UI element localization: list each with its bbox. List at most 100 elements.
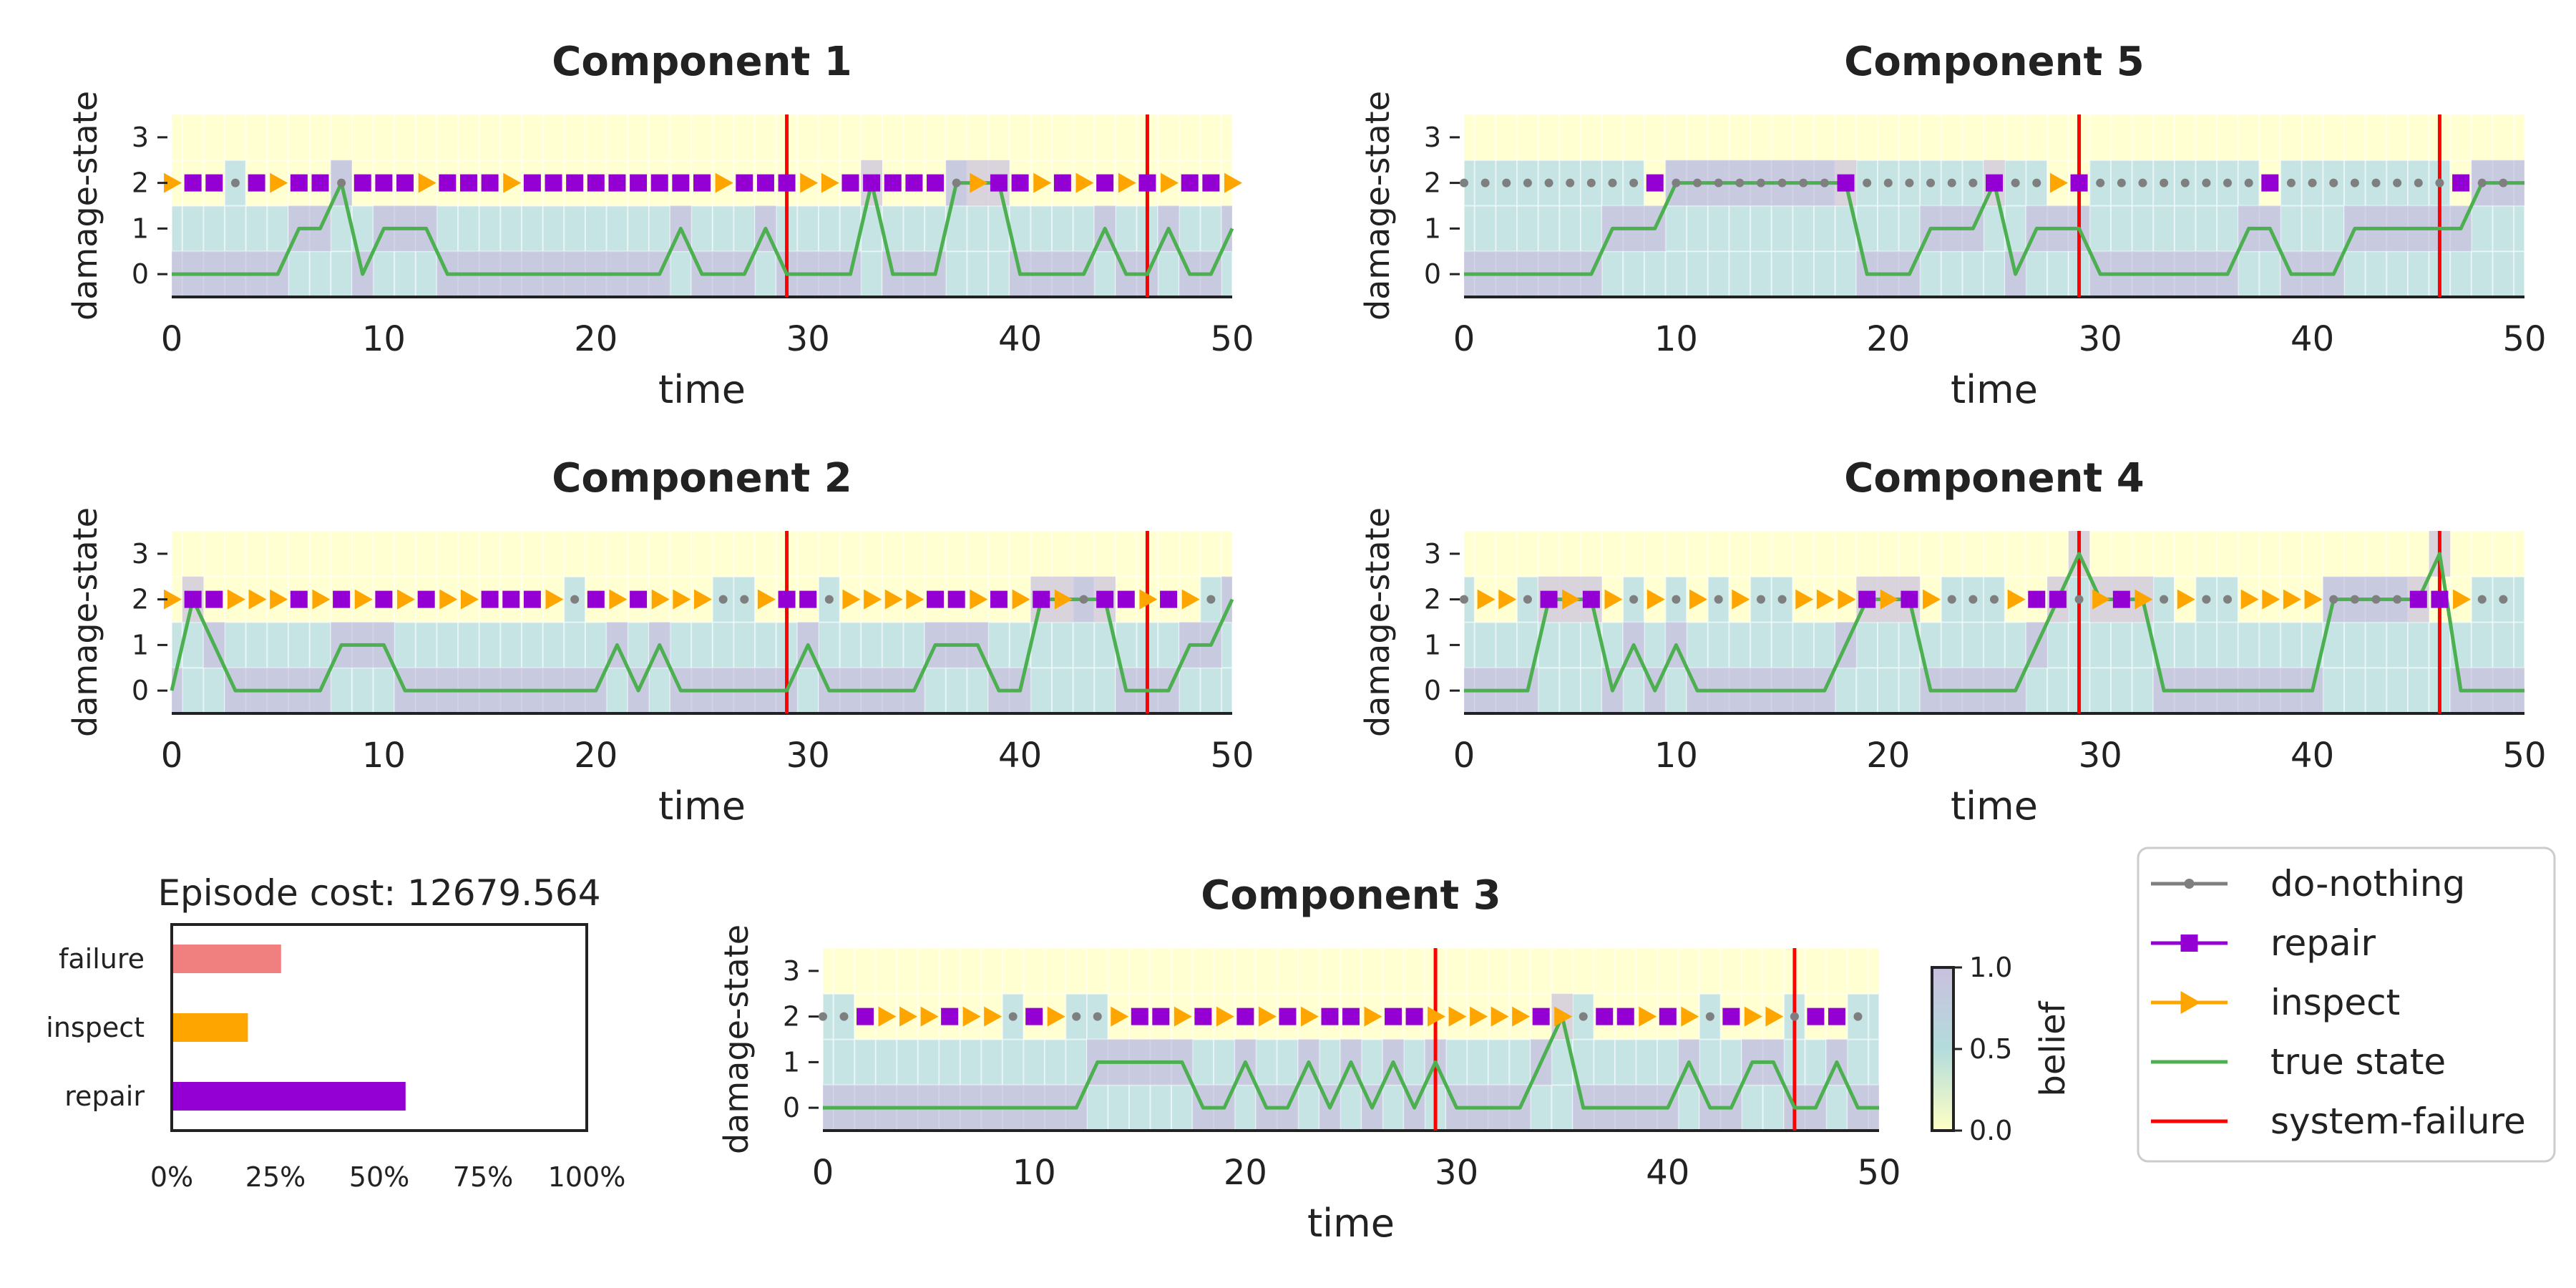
belief-cell xyxy=(1072,621,1096,669)
belief-grid xyxy=(171,530,1234,714)
belief-cell xyxy=(245,530,268,577)
belief-cell xyxy=(2386,250,2409,298)
inspect-marker-3 xyxy=(878,1006,897,1027)
belief-cell xyxy=(171,114,183,161)
repair-marker-44 xyxy=(1096,174,1114,192)
repair-marker-22 xyxy=(1279,1008,1297,1025)
inspect-marker-5 xyxy=(270,589,288,610)
do-nothing-marker-3 xyxy=(230,178,240,187)
repair-marker-19 xyxy=(1858,590,1876,608)
belief-cell xyxy=(2406,250,2430,298)
belief-cell xyxy=(1382,1084,1405,1131)
belief-cell xyxy=(1086,1084,1109,1131)
belief-cell xyxy=(1065,947,1088,995)
x-tick-label: 0 xyxy=(1453,736,1475,776)
inspect-marker-22 xyxy=(1923,589,1941,610)
y-tick-label: 2 xyxy=(132,167,149,199)
belief-cell xyxy=(1445,1038,1468,1086)
belief-cell xyxy=(1114,205,1138,253)
repair-marker-20 xyxy=(587,590,605,608)
belief-cell xyxy=(1516,205,1539,253)
do-nothing-marker-49 xyxy=(1206,595,1216,604)
belief-cell xyxy=(1961,621,1985,669)
belief-cell xyxy=(1537,205,1561,253)
belief-cell xyxy=(818,621,841,669)
belief-cell xyxy=(288,621,311,669)
belief-cell xyxy=(2364,250,2388,298)
belief-cell xyxy=(2110,530,2133,577)
repair-marker-15 xyxy=(1131,1008,1148,1025)
belief-cell xyxy=(2025,667,2049,714)
belief-cell xyxy=(1792,205,1815,253)
belief-cell xyxy=(245,114,268,161)
cost-category-label: inspect xyxy=(46,1012,145,1043)
belief-cell xyxy=(1276,947,1299,995)
inspect-marker-14 xyxy=(1111,1006,1129,1027)
belief-cell xyxy=(1770,621,1794,669)
repair-marker-40 xyxy=(1011,174,1029,192)
belief-cell xyxy=(1255,947,1278,995)
belief-cell xyxy=(1834,530,1858,577)
belief-cell xyxy=(1191,1038,1215,1086)
inspect-marker-30 xyxy=(2092,589,2111,610)
belief-cell xyxy=(1178,114,1201,161)
belief-cell xyxy=(2131,114,2155,161)
belief-cell xyxy=(1558,114,1582,161)
belief-cell xyxy=(1107,1084,1131,1131)
belief-cell xyxy=(414,250,438,298)
y-tick-label: 2 xyxy=(1424,167,1441,199)
belief-cell xyxy=(896,1038,919,1086)
belief-cell xyxy=(1537,114,1561,161)
belief-cell xyxy=(2237,621,2260,669)
belief-cell xyxy=(1473,621,1497,669)
belief-cell xyxy=(542,205,565,253)
belief-cell xyxy=(1114,530,1138,577)
belief-cell xyxy=(966,667,990,714)
belief-cell xyxy=(1728,621,1752,669)
belief-cell xyxy=(1466,1038,1489,1086)
belief-cell xyxy=(1940,250,1963,298)
do-nothing-marker-15 xyxy=(1777,178,1787,187)
belief-cell xyxy=(966,250,990,298)
belief-cell xyxy=(1086,947,1109,995)
belief-cell xyxy=(1919,530,1942,577)
belief-cell xyxy=(2301,114,2324,161)
belief-cell xyxy=(181,667,205,714)
belief-cell xyxy=(1940,530,1963,577)
belief-cell xyxy=(245,205,268,253)
repair-marker-6 xyxy=(1582,590,1600,608)
inspect-marker-32 xyxy=(842,589,861,610)
belief-cell xyxy=(2025,530,2049,577)
belief-cell xyxy=(499,621,523,669)
repair-marker-9 xyxy=(353,174,371,192)
repair-marker-42 xyxy=(1053,174,1071,192)
belief-cell xyxy=(1191,947,1215,995)
do-nothing-marker-31 xyxy=(824,595,834,604)
do-nothing-marker-31 xyxy=(2117,178,2126,187)
belief-cell xyxy=(2513,575,2525,623)
belief-cell xyxy=(945,530,968,577)
belief-cell xyxy=(1699,1038,1722,1086)
belief-cell xyxy=(1664,250,1688,298)
do-nothing-marker-9 xyxy=(1008,1012,1018,1021)
belief-cell xyxy=(1804,1038,1828,1086)
belief-cell xyxy=(2152,530,2175,577)
belief-cell xyxy=(1157,114,1180,161)
belief-cell xyxy=(754,530,777,577)
belief-cell xyxy=(605,667,629,714)
belief-cell xyxy=(1919,114,1942,161)
y-axis-label: damage-state xyxy=(66,507,104,737)
belief-cell xyxy=(1463,114,1475,161)
belief-cell xyxy=(2046,667,2069,714)
belief-cell xyxy=(1495,621,1518,669)
inspect-marker-34 xyxy=(884,589,903,610)
inspect-marker-24 xyxy=(673,589,691,610)
belief-cell xyxy=(394,250,416,298)
belief-cell xyxy=(2131,205,2155,253)
belief-cell xyxy=(1614,947,1637,995)
belief-cell xyxy=(288,250,311,298)
belief-cell xyxy=(1876,205,1900,253)
action-markers xyxy=(819,1006,1863,1027)
repair-marker-24 xyxy=(1321,1008,1339,1025)
belief-cell xyxy=(1961,114,1985,161)
